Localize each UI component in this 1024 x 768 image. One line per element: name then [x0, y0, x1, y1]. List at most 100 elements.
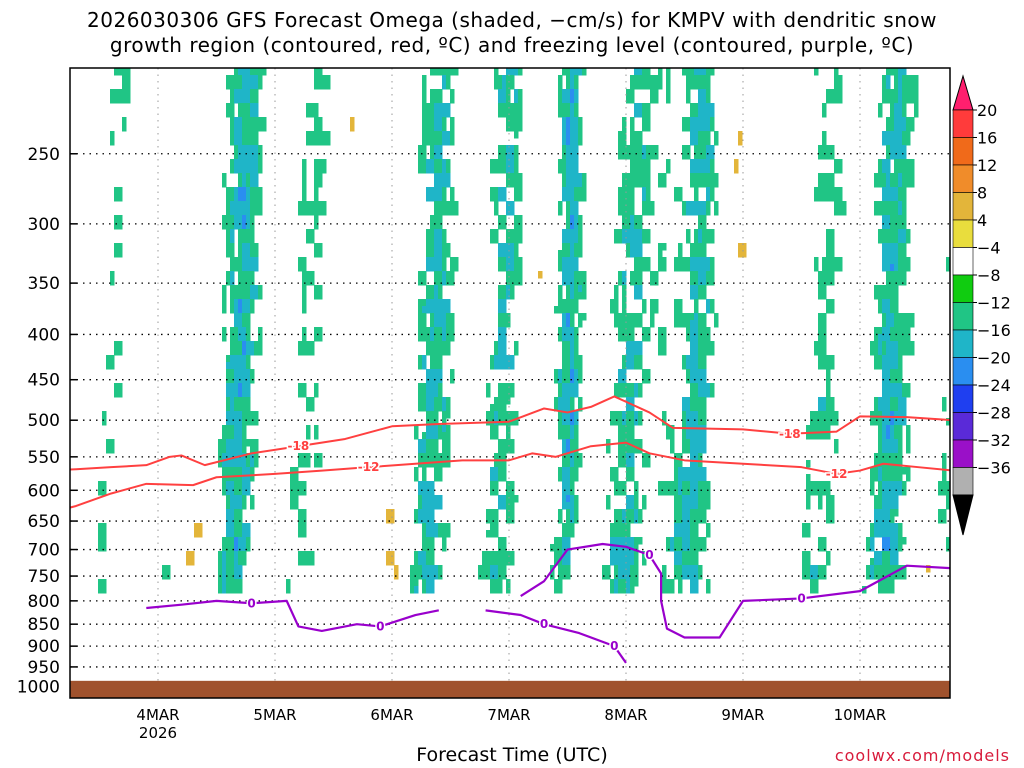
omega-cell [690, 509, 695, 517]
omega-cell [430, 425, 435, 433]
omega-cell [686, 82, 691, 90]
omega-cell [606, 439, 611, 447]
omega-cell [442, 187, 447, 195]
omega-cell [502, 551, 507, 559]
omega-cell [882, 250, 887, 258]
omega-cell [122, 82, 127, 90]
omega-cell [646, 159, 651, 167]
omega-cell [110, 89, 115, 97]
omega-cell [818, 180, 823, 188]
omega-cell [506, 82, 511, 90]
omega-cell [442, 439, 447, 447]
credit-link[interactable]: coolwx.com/models [834, 746, 1010, 765]
omega-cell [630, 348, 635, 356]
omega-cell [618, 558, 623, 566]
omega-cell [694, 194, 699, 202]
omega-cell [246, 362, 251, 370]
omega-cell [126, 82, 131, 90]
omega-cell [618, 523, 623, 531]
omega-cell [670, 432, 675, 440]
omega-cell [230, 488, 235, 496]
omega-cell [246, 474, 251, 482]
omega-cell [558, 474, 563, 482]
omega-cell [434, 432, 439, 440]
omega-cell [558, 425, 563, 433]
omega-cell [254, 439, 259, 447]
omega-cell [606, 495, 611, 503]
omega-cell [870, 530, 875, 538]
omega-cell [414, 572, 419, 580]
omega-cell [906, 257, 911, 265]
omega-cell [802, 530, 807, 538]
omega-cell [638, 509, 643, 517]
omega-cell [438, 299, 443, 307]
omega-cell [426, 537, 431, 545]
omega-cell [826, 516, 831, 524]
omega-cell [434, 292, 439, 300]
omega-cell [830, 194, 835, 202]
omega-cell [554, 306, 559, 314]
omega-cell [646, 201, 651, 209]
omega-cell [694, 502, 699, 510]
omega-cell [694, 404, 699, 412]
omega-cell [122, 124, 127, 132]
omega-cell [502, 257, 507, 265]
omega-cell [574, 208, 579, 216]
omega-cell [418, 495, 423, 503]
omega-cell [890, 495, 895, 503]
omega-cell [578, 404, 583, 412]
omega-cell [566, 131, 571, 139]
omega-cell [506, 488, 511, 496]
omega-cell [430, 411, 435, 419]
omega-cell [626, 586, 631, 594]
omega-cell [826, 278, 831, 286]
omega-cell [834, 82, 839, 90]
omega-cell [310, 341, 315, 349]
omega-cell [498, 285, 503, 293]
omega-cell [826, 488, 831, 496]
omega-cell [890, 96, 895, 104]
omega-cell [882, 369, 887, 377]
omega-cell [306, 271, 311, 279]
omega-cell [882, 425, 887, 433]
omega-cell [246, 222, 251, 230]
omega-cell [238, 124, 243, 132]
omega-cell [306, 229, 311, 237]
omega-cell [234, 467, 239, 475]
omega-cell [834, 411, 839, 419]
omega-cell [650, 145, 655, 153]
omega-cell [882, 544, 887, 552]
omega-cell [434, 257, 439, 265]
omega-cell [834, 159, 839, 167]
omega-cell [426, 166, 431, 174]
omega-cell [438, 327, 443, 335]
colorbar-segment [952, 302, 974, 331]
omega-cell [622, 411, 627, 419]
omega-cell [442, 404, 447, 412]
omega-cell [622, 138, 627, 146]
omega-cell [894, 348, 899, 356]
omega-cell [254, 131, 259, 139]
omega-cell [702, 145, 707, 153]
omega-cell [570, 271, 575, 279]
omega-cell [878, 453, 883, 461]
omega-cell [434, 313, 439, 321]
omega-cell [430, 264, 435, 272]
omega-cell [258, 159, 263, 167]
omega-cell [578, 180, 583, 188]
omega-cell [894, 397, 899, 405]
omega-cell [434, 236, 439, 244]
omega-cell [714, 201, 719, 209]
omega-cell [890, 320, 895, 328]
omega-cell [830, 271, 835, 279]
omega-cell [490, 194, 495, 202]
omega-cell [502, 250, 507, 258]
omega-cell [502, 572, 507, 580]
omega-cell [674, 453, 679, 461]
omega-cell [698, 110, 703, 118]
omega-cell [254, 75, 259, 83]
omega-cell [514, 68, 519, 76]
omega-cell [678, 460, 683, 468]
omega-cell [434, 502, 439, 510]
omega-cell [438, 166, 443, 174]
